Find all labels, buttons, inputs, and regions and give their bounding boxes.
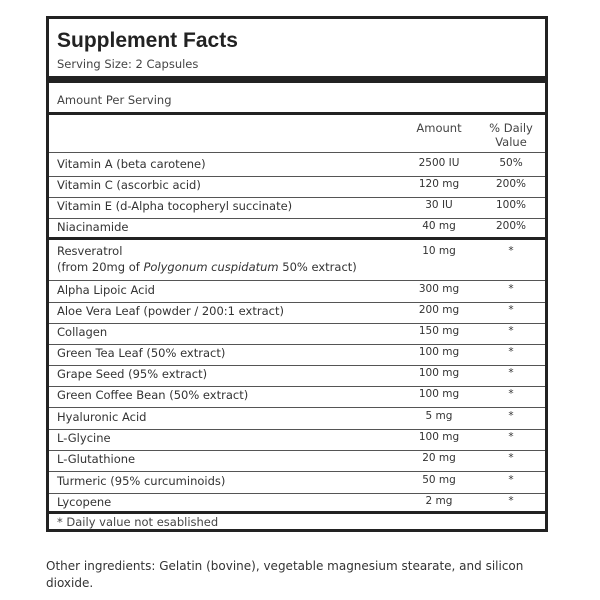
table-row: L-Glycine 100 mg * [49, 431, 545, 449]
nutrient-name: Vitamin C (ascorbic acid) [57, 178, 201, 192]
column-header-daily-value-line1: % Daily [489, 121, 533, 135]
column-header-amount: Amount [416, 121, 462, 135]
nutrient-daily-value: * [508, 304, 514, 316]
nutrient-daily-value: * [508, 346, 514, 358]
row-divider [49, 218, 545, 219]
nutrient-daily-value: * [508, 495, 514, 507]
nutrient-amount: 150 mg [418, 325, 460, 337]
nutrient-name: Niacinamide [57, 220, 129, 234]
nutrient-amount: 2 mg [425, 495, 453, 507]
nutrient-daily-value: * [508, 367, 514, 379]
nutrient-amount: 50 mg [422, 474, 456, 486]
footnote-divider [49, 511, 545, 514]
source-suffix: 50% extract) [278, 260, 357, 274]
nutrient-daily-value: * [508, 388, 514, 400]
nutrient-name: Vitamin E (d-Alpha tocopheryl succinate) [57, 199, 293, 213]
row-divider [49, 365, 545, 366]
nutrient-amount: 5 mg [425, 410, 453, 422]
table-row: Niacinamide 40 mg 200% [49, 220, 545, 238]
nutrient-daily-value: 200% [495, 220, 527, 232]
nutrient-name: Alpha Lipoic Acid [57, 283, 155, 297]
header-divider [49, 112, 545, 115]
row-divider [49, 429, 545, 430]
row-divider [49, 176, 545, 177]
nutrient-daily-value: 100% [495, 199, 527, 211]
nutrient-amount: 300 mg [418, 283, 460, 295]
row-divider [49, 386, 545, 387]
serving-size: Serving Size: 2 Capsules [57, 57, 199, 71]
row-divider [49, 280, 545, 281]
nutrient-amount: 20 mg [422, 452, 456, 464]
footnote: * Daily value not esablished [57, 515, 219, 529]
nutrient-name: Green Tea Leaf (50% extract) [57, 346, 226, 360]
row-divider [49, 493, 545, 494]
nutrient-name: Collagen [57, 325, 108, 339]
nutrient-daily-value: 50% [499, 157, 523, 169]
nutrient-daily-value: * [508, 245, 514, 257]
section-divider [49, 237, 545, 240]
table-row: Resveratrol (from 20mg of Polygonum cusp… [49, 243, 545, 277]
row-divider [49, 407, 545, 408]
nutrient-amount: 40 mg [422, 220, 456, 232]
nutrient-amount: 10 mg [422, 245, 456, 257]
nutrient-amount: 100 mg [418, 431, 460, 443]
table-row: L-Glutathione 20 mg * [49, 452, 545, 470]
table-row: Lycopene 2 mg * [49, 495, 545, 513]
nutrient-name: Vitamin A (beta carotene) [57, 157, 206, 171]
nutrient-name: Resveratrol (from 20mg of Polygonum cusp… [57, 243, 357, 275]
table-row: Alpha Lipoic Acid 300 mg * [49, 283, 545, 301]
nutrient-name-main: Resveratrol [57, 244, 123, 258]
nutrient-name: Green Coffee Bean (50% extract) [57, 388, 249, 402]
nutrient-amount: 30 IU [425, 199, 453, 211]
thick-divider [49, 76, 545, 83]
nutrient-daily-value: 200% [495, 178, 527, 190]
row-divider [49, 152, 545, 153]
column-header-daily-value: % Daily Value [481, 121, 541, 149]
amount-per-serving: Amount Per Serving [57, 93, 172, 107]
table-row: Hyaluronic Acid 5 mg * [49, 410, 545, 428]
table-row: Vitamin A (beta carotene) 2500 IU 50% [49, 157, 545, 175]
nutrient-amount: 2500 IU [418, 157, 460, 169]
table-row: Green Tea Leaf (50% extract) 100 mg * [49, 346, 545, 364]
nutrient-amount: 200 mg [418, 304, 460, 316]
row-divider [49, 323, 545, 324]
nutrient-name: L-Glycine [57, 431, 111, 445]
nutrient-daily-value: * [508, 410, 514, 422]
other-ingredients: Other ingredients: Gelatin (bovine), veg… [46, 559, 524, 590]
nutrient-name: Aloe Vera Leaf (powder / 200:1 extract) [57, 304, 284, 318]
table-row: Grape Seed (95% extract) 100 mg * [49, 367, 545, 385]
nutrient-name: Hyaluronic Acid [57, 410, 147, 424]
supplement-facts-panel: Supplement Facts Serving Size: 2 Capsule… [46, 16, 548, 532]
table-row: Vitamin C (ascorbic acid) 120 mg 200% [49, 178, 545, 196]
nutrient-daily-value: * [508, 325, 514, 337]
nutrient-name: Lycopene [57, 495, 112, 509]
column-header-daily-value-line2: Value [495, 135, 527, 149]
source-species: Polygonum cuspidatum [143, 260, 279, 274]
row-divider [49, 197, 545, 198]
row-divider [49, 471, 545, 472]
nutrient-amount: 120 mg [418, 178, 460, 190]
nutrient-amount: 100 mg [418, 346, 460, 358]
nutrient-daily-value: * [508, 283, 514, 295]
table-row: Aloe Vera Leaf (powder / 200:1 extract) … [49, 304, 545, 322]
row-divider [49, 302, 545, 303]
nutrient-amount: 100 mg [418, 388, 460, 400]
nutrient-amount: 100 mg [418, 367, 460, 379]
nutrient-name: Grape Seed (95% extract) [57, 367, 208, 381]
table-row: Vitamin E (d-Alpha tocopheryl succinate)… [49, 199, 545, 217]
table-row: Collagen 150 mg * [49, 325, 545, 343]
nutrient-name: Turmeric (95% curcuminoids) [57, 474, 226, 488]
row-divider [49, 344, 545, 345]
source-prefix: (from 20mg of [57, 260, 144, 274]
nutrient-daily-value: * [508, 474, 514, 486]
nutrient-name: L-Glutathione [57, 452, 136, 466]
table-row: Turmeric (95% curcuminoids) 50 mg * [49, 474, 545, 492]
nutrient-source: (from 20mg of Polygonum cuspidatum 50% e… [57, 259, 357, 275]
panel-title: Supplement Facts [57, 29, 238, 52]
table-row: Green Coffee Bean (50% extract) 100 mg * [49, 388, 545, 406]
nutrient-daily-value: * [508, 431, 514, 443]
nutrient-daily-value: * [508, 452, 514, 464]
row-divider [49, 450, 545, 451]
